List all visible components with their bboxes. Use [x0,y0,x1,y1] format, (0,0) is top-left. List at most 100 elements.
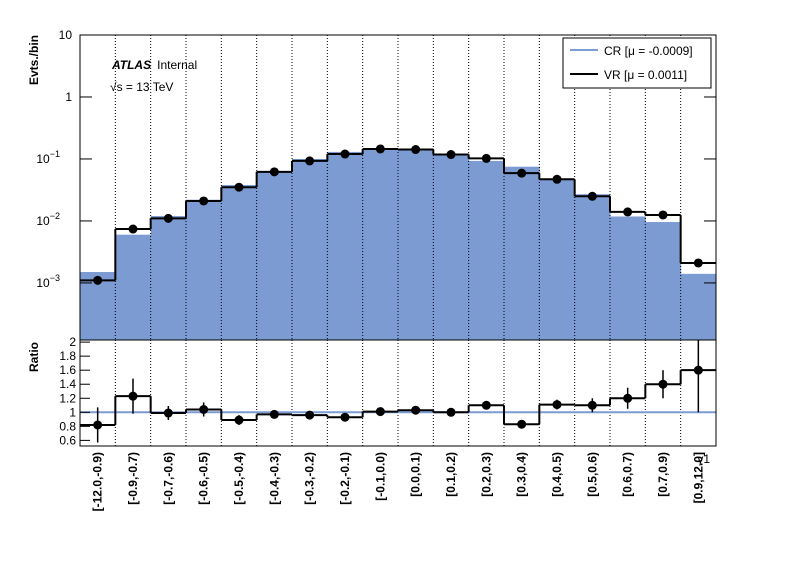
x-axis-label: γ1 [697,452,710,466]
cr-bar [398,149,434,340]
vr-point [587,191,597,201]
cr-bar [256,170,293,340]
ratio-point [623,393,633,403]
y-tick-label: 1 [65,90,72,104]
cr-bar [574,194,611,340]
ratio-point [305,410,315,420]
ratio-point [481,400,491,410]
cr-bar [327,151,364,340]
cr-bar [504,166,540,340]
y-axis-label: Evts./bin [27,35,41,85]
atlas-status: Internal [157,58,197,72]
x-tick-label: [0.1,0.2) [444,452,458,497]
cr-bar [362,148,399,340]
x-tick-label: [0.3,0.4) [515,452,529,497]
cr-bar [645,222,682,340]
x-tick-label: [-0.6,-0.5) [197,452,211,505]
vr-point [340,149,350,159]
y-tick-base: 10 [36,276,50,290]
y-tick-exponent: −3 [50,273,60,283]
cr-bar [610,216,646,340]
y-tick-base: 10 [36,214,50,228]
ratio-tick-label: 0.6 [59,433,76,447]
vr-point [693,258,703,268]
x-tick-label: [-12.0,-0.9) [91,452,105,511]
ratio-point [587,400,597,410]
ratio-point [375,407,385,417]
vr-point [375,144,385,154]
energy-label: √s = 13 TeV [110,80,173,94]
y-tick-label: 10−3 [36,273,60,290]
cr-bar [221,185,258,340]
x-tick-label: [-0.4,-0.3) [267,452,281,505]
ratio-tick-label: 1.6 [59,363,76,377]
cr-bar [468,160,505,340]
cr-bar [150,216,187,340]
ratio-tick-label: 1.4 [59,377,76,391]
ratio-tick-label: 0.8 [59,419,76,433]
x-tick-label: [-0.7,-0.6) [161,452,175,505]
y-tick-label: 10 [59,28,73,42]
ratio-point [693,365,703,375]
y-tick-label: 10−2 [36,211,60,228]
ratio-tick-label: 1.8 [59,349,76,363]
x-tick-label: [-0.2,-0.1) [338,452,352,505]
ratio-point [269,409,279,419]
vr-point [517,168,527,178]
cr-bar [433,154,470,340]
legend-label: CR [μ = -0.0009] [604,44,693,58]
vr-point [93,275,103,285]
x-tick-label: [0.7,0.9) [656,452,670,497]
cr-bar [292,158,328,340]
vr-point [552,174,562,184]
legend-label: VR [μ = 0.0011] [604,68,687,82]
ratio-point [340,412,350,422]
x-tick-label: [0.6,0.7) [621,452,635,497]
vr-point [446,150,456,160]
ratio-point [93,420,103,430]
y-tick-base: 10 [36,152,50,166]
ratio-point [234,415,244,425]
x-tick-label: [0.9,12.0] [691,452,705,503]
vr-point [623,207,633,217]
ratio-point [199,404,209,414]
ratio-frame [79,339,717,447]
ratio-point [411,405,421,415]
y-tick-exponent: −1 [50,149,60,159]
vr-point [163,213,173,223]
ratio-tick-label: 1 [69,405,76,419]
vr-point [199,196,209,206]
x-tick-label: [0.5,0.6) [585,452,599,497]
vr-point [128,224,138,234]
ratio-axis-label: Ratio [27,342,41,372]
cr-bar [680,273,717,340]
ratio-point [446,407,456,417]
ratio-point [163,408,173,418]
y-tick-exponent: −2 [50,211,60,221]
ratio-tick-label: 2 [69,335,76,349]
x-tick-label: [0.4,0.5) [550,452,564,497]
cr-bar [115,234,152,340]
x-tick-label: [-0.9,-0.7) [126,452,140,505]
y-tick-label: 10−1 [36,149,60,166]
x-tick-label: [-0.5,-0.4) [232,452,246,505]
vr-point [305,156,315,166]
atlas-label: ATLAS [111,58,151,72]
ratio-point [552,400,562,410]
x-tick-label: [-0.1,0.0) [373,452,387,501]
ratio-point [128,391,138,401]
vr-point [658,210,668,220]
ratio-tick-label: 1.2 [59,391,76,405]
x-tick-label: [-0.3,-0.2) [303,452,317,505]
atlas-label: ATLAS Internal [111,58,197,72]
cr-bar [186,199,222,340]
x-tick-label: [0.0,0.1) [409,452,423,497]
vr-point [411,145,421,155]
vr-point [269,167,279,177]
vr-point [481,153,491,163]
ratio-point [517,419,527,429]
ratio-point [658,379,668,389]
vr-point [234,182,244,192]
x-tick-label: [0.2,0.3) [479,452,493,497]
